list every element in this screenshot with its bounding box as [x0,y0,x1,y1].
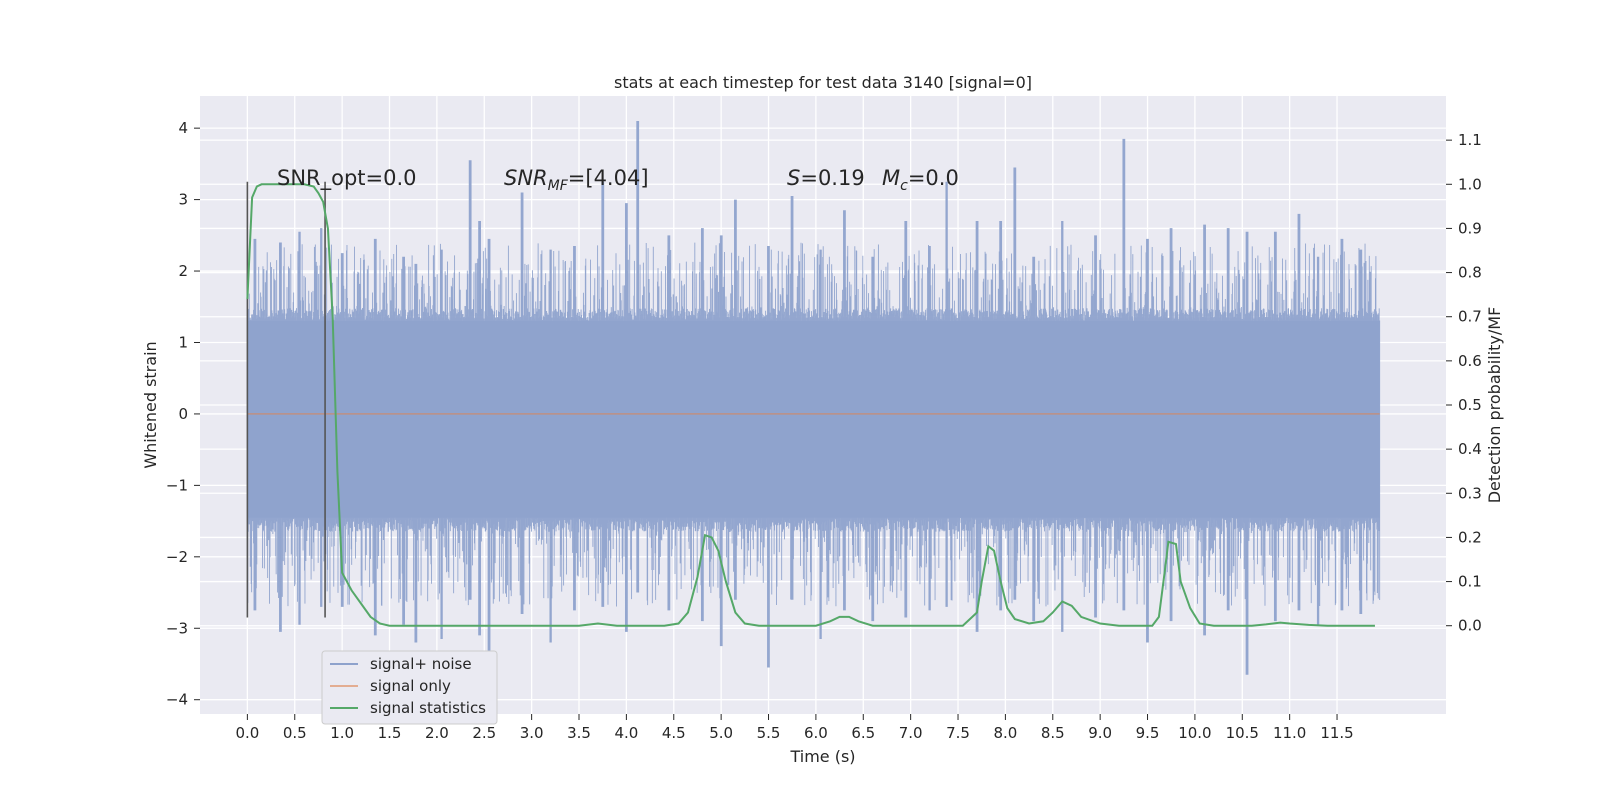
annotation-mc: Mc=0.0 [882,166,959,194]
y-tick-label: 2 [178,262,188,280]
x-tick-label: 11.0 [1273,724,1306,742]
y-tick-label: 0 [178,405,188,423]
mc-sub: c [900,178,908,194]
x-axis-ticks: 0.0 0.5 1.0 1.5 2.0 2.5 3.0 3.5 4.0 4.5 5.0 5.5 6.0 6… [235,714,1354,742]
x-tick-label: 1.5 [378,724,402,742]
y2-tick-label: 1.1 [1458,131,1482,149]
y-tick-label: 4 [178,119,188,137]
legend-box [321,650,498,725]
x-tick-label: 9.5 [1136,724,1160,742]
y2-tick-label: 0.0 [1458,617,1482,635]
vertical-markers [246,181,326,618]
y-tick-label: −4 [166,691,188,709]
y-tick-label: 3 [178,191,188,209]
s-symbol: S [787,166,800,190]
x-tick-label: 2.0 [425,724,449,742]
y-axis-ticks: −4 −3 −2 −1 0 1 2 3 4 [166,119,200,709]
chart-title: stats at each timestep for test data 314… [614,73,1032,92]
x-tick-label: 6.5 [851,724,875,742]
annotation-snr-mf: SNRMF=[4.04] [504,166,649,194]
mc-base: M [882,166,900,190]
y2-tick-label: 0.7 [1458,308,1482,326]
annotation-s: S=0.19 [787,166,865,190]
s-value: =0.19 [800,166,864,190]
annotation-snr-opt: SNR_opt=0.0 [277,166,417,191]
y2-tick-label: 0.2 [1458,528,1482,546]
x-tick-label: 4.0 [614,724,638,742]
x-tick-label: 8.0 [993,724,1017,742]
y2-tick-label: 0.5 [1458,396,1482,414]
x-tick-label: 1.0 [330,724,354,742]
x-tick-label: 2.5 [472,724,496,742]
x-tick-label: 4.5 [662,724,686,742]
y2-axis-label: Detection probability/MF [1485,307,1504,504]
signal-statistics-line [246,183,1375,627]
y-tick-label: −1 [166,476,188,494]
x-tick-label: 10.0 [1178,724,1211,742]
series-signal-noise [246,121,1381,675]
snr-mf-base: SNR [504,166,548,190]
y2-tick-label: 0.6 [1458,352,1482,370]
x-tick-label: 3.5 [567,724,591,742]
y2-tick-label: 0.4 [1458,440,1482,458]
y-tick-label: −2 [166,548,188,566]
y-tick-label: −3 [166,619,188,637]
legend-label-signal-statistics: signal statistics [370,699,486,717]
series-signal-statistics [246,183,1375,627]
x-tick-label: 0.5 [283,724,307,742]
legend-label-signal-noise: signal+ noise [370,655,472,673]
x-axis-label: Time (s) [789,747,855,766]
x-tick-label: 5.0 [709,724,733,742]
x-tick-label: 5.5 [757,724,781,742]
mc-value: =0.0 [908,166,959,190]
x-tick-label: 11.5 [1320,724,1353,742]
y2-tick-label: 1.0 [1458,175,1482,193]
x-tick-label: 9.0 [1088,724,1112,742]
y2-axis-ticks: 0.0 0.1 0.2 0.3 0.4 0.5 0.6 0.7 0.8 0.9 1.0 1.1 [1446,131,1482,635]
y2-tick-label: 0.8 [1458,264,1482,282]
x-tick-label: 8.5 [1041,724,1065,742]
y-tick-label: 1 [178,333,188,351]
y2-tick-label: 0.3 [1458,484,1482,502]
y2-tick-label: 0.1 [1458,573,1482,591]
x-tick-label: 3.0 [520,724,544,742]
signal-noise-core [247,321,1380,518]
snr-mf-sub: MF [548,178,569,194]
y2-tick-label: 0.9 [1458,219,1482,237]
snr-mf-value: =[4.04] [568,166,649,190]
legend: signal+ noise signal only signal statist… [321,650,498,725]
x-tick-label: 7.5 [946,724,970,742]
y-axis-label: Whitened strain [141,341,160,468]
x-tick-label: 7.0 [899,724,923,742]
legend-label-signal-only: signal only [370,677,451,695]
x-tick-label: 10.5 [1226,724,1259,742]
x-tick-label: 6.0 [804,724,828,742]
x-tick-label: 0.0 [235,724,259,742]
